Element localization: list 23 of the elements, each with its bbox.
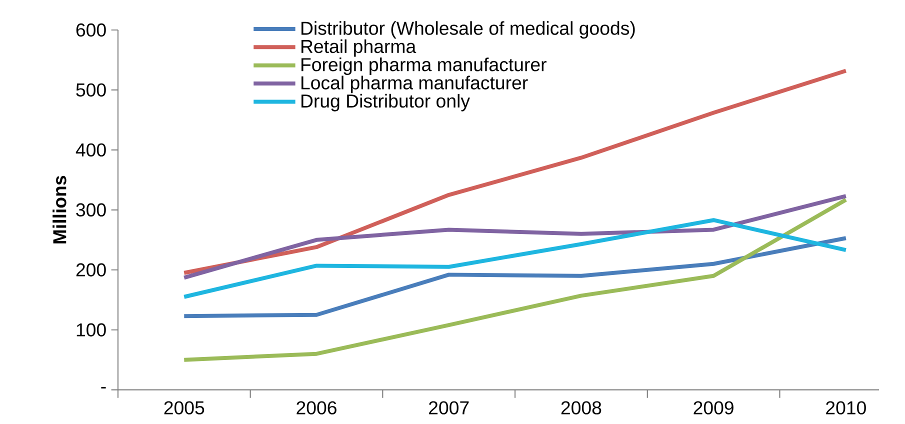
x-tick-label: 2010 [826, 401, 866, 415]
line-series [182, 218, 848, 299]
y-tick-label: 300 [76, 203, 106, 217]
y-tick-label: 600 [76, 23, 106, 37]
y-axis-title: Millions [52, 176, 66, 244]
x-tick-label: 2006 [296, 401, 336, 415]
x-tick-label: 2009 [694, 401, 734, 415]
line-series [182, 236, 848, 318]
y-tick-label: 500 [76, 83, 106, 97]
y-tick-label: 200 [76, 263, 106, 277]
legend-label: Foreign pharma manufacturer [302, 58, 546, 76]
x-tick-label: 2008 [561, 401, 602, 415]
y-tick-label: 400 [76, 143, 106, 157]
y-tick-label: 100 [76, 323, 106, 337]
y-tick-label: - [101, 387, 106, 389]
x-tick-label: 2007 [429, 401, 469, 415]
x-tick-label: 2005 [164, 401, 204, 415]
line-series [182, 198, 848, 362]
legend-label: Local pharma manufacturer [302, 76, 528, 94]
legend-label: Retail pharma [302, 39, 416, 57]
legend-label: Distributor (Wholesale of medical goods) [302, 21, 635, 39]
line-series [182, 194, 848, 280]
legend-label: Drug Distributor only [302, 94, 470, 112]
